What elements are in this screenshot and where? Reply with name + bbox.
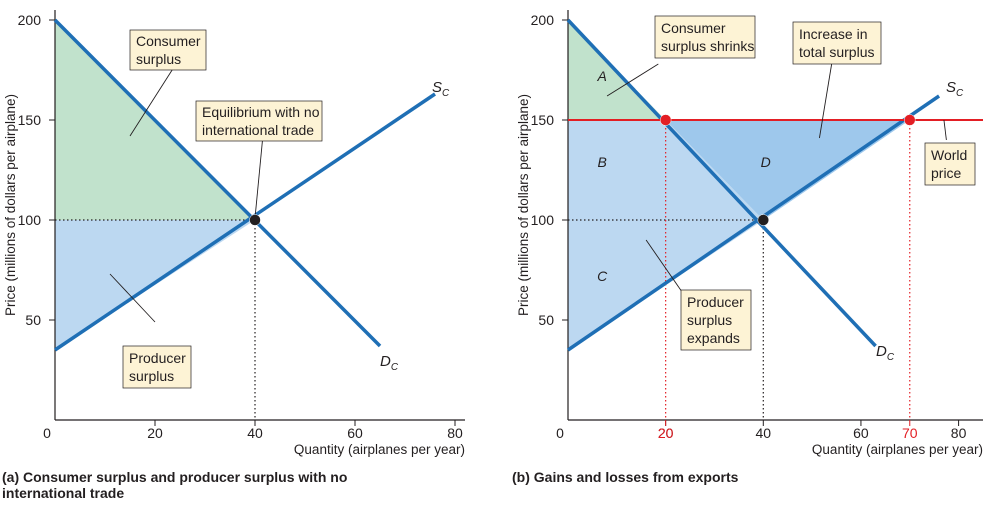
y-tick-label: 100 xyxy=(18,212,42,228)
x-axis-label: Quantity (airplanes per year) xyxy=(294,442,465,457)
annotation-box xyxy=(129,29,207,71)
annotation-text: World xyxy=(931,147,967,163)
annotation-text: surplus xyxy=(687,312,732,328)
annotation-text: surplus xyxy=(136,51,181,67)
x-tick-label-extra: 70 xyxy=(902,425,918,441)
x-tick-label: 40 xyxy=(247,425,263,441)
annotation-pointer xyxy=(109,273,156,323)
series-line xyxy=(567,94,941,352)
series-line xyxy=(54,92,436,352)
annotation-pointer xyxy=(254,139,263,219)
annotation-text: Consumer xyxy=(136,33,201,49)
chart-b-title: (b) Gains and losses from exports xyxy=(512,469,739,485)
y-tick-label: 200 xyxy=(531,12,555,28)
annotation-text: Equilibrium with no xyxy=(202,104,320,120)
series-label: DC xyxy=(876,343,895,363)
series-label: SC xyxy=(432,79,450,99)
x-tick-label-extra: 20 xyxy=(658,425,674,441)
annotation-text: expands xyxy=(687,330,740,346)
region-D xyxy=(665,120,910,220)
annotation-box xyxy=(122,345,192,389)
annotation-box xyxy=(680,289,752,351)
x-axis-label: Quantity (airplanes per year) xyxy=(812,442,983,457)
x-tick-label: 60 xyxy=(347,425,363,441)
annotation-pointer xyxy=(818,63,833,139)
y-tick-label: 50 xyxy=(538,312,554,328)
annotation-text: price xyxy=(931,165,962,181)
annotation-text: Increase in xyxy=(799,26,867,42)
annotation-text: surplus xyxy=(129,368,174,384)
series-label: SC xyxy=(946,79,964,99)
chart-a-title: (a) Consumer surplus and producer surplu… xyxy=(2,469,348,501)
y-axis-label: Price (millions of dollars per airplane) xyxy=(3,94,18,316)
equilibrium-point xyxy=(757,214,770,226)
annotation-pointer xyxy=(606,63,659,97)
annotation-text: surplus shrinks xyxy=(661,38,754,54)
y-tick-label: 50 xyxy=(25,312,41,328)
annotation-box xyxy=(195,100,323,142)
x-tick-label: 0 xyxy=(556,425,564,441)
annotation-text: Producer xyxy=(687,294,744,310)
annotation-box xyxy=(792,21,882,65)
region-C xyxy=(568,220,764,350)
region-label: C xyxy=(597,268,608,284)
annotation-text: total surplus xyxy=(799,44,874,60)
series-line xyxy=(53,18,382,348)
x-tick-label: 80 xyxy=(951,425,967,441)
y-tick-label: 100 xyxy=(531,212,555,228)
x-tick-label: 20 xyxy=(147,425,163,441)
series-line xyxy=(566,18,877,348)
annotation-text: Consumer xyxy=(661,20,726,36)
equilibrium-point xyxy=(249,214,261,226)
y-tick-label: 150 xyxy=(531,112,555,128)
region-label: D xyxy=(761,154,771,170)
series-label: DC xyxy=(380,353,399,373)
equilibrium-point xyxy=(659,114,672,126)
annotation-box xyxy=(924,142,976,186)
x-tick-label: 0 xyxy=(43,425,51,441)
x-tick-label: 40 xyxy=(756,425,772,441)
annotation-pointer xyxy=(943,119,947,141)
region-label: A xyxy=(597,68,607,84)
annotation-text: Producer xyxy=(129,350,186,366)
annotation-box xyxy=(654,15,756,59)
annotation-text: international trade xyxy=(202,122,314,138)
region-label: B xyxy=(598,154,607,170)
x-tick-label: 20 xyxy=(658,425,674,441)
region-B xyxy=(568,120,764,220)
y-tick-label: 150 xyxy=(18,112,42,128)
y-tick-label: 200 xyxy=(18,12,42,28)
x-tick-label: 60 xyxy=(853,425,869,441)
equilibrium-point xyxy=(904,114,916,126)
y-axis-label: Price (millions of dollars per airplane) xyxy=(516,94,531,316)
x-tick-label: 80 xyxy=(447,425,463,441)
